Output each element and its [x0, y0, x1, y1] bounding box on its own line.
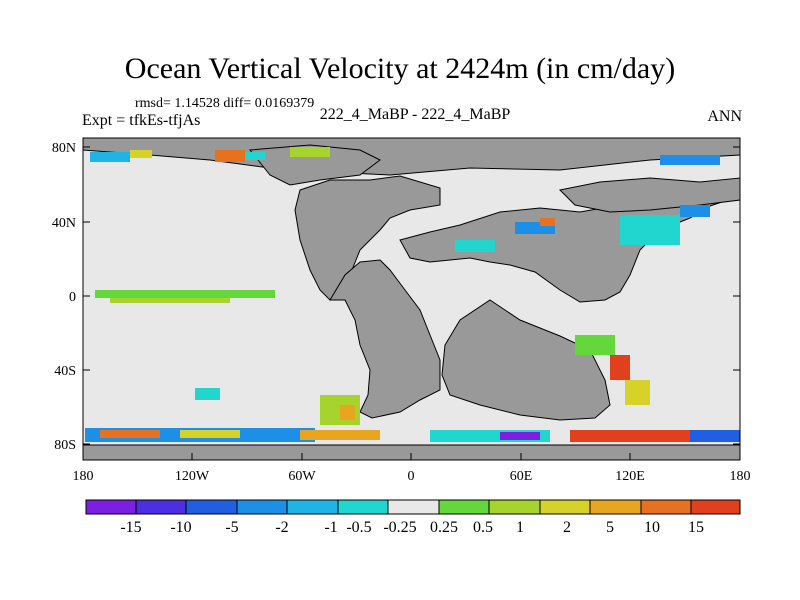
patch-southern-3 — [180, 430, 240, 438]
lon-tick-60e: 60E — [510, 469, 533, 484]
lat-tick-80s: 80S — [54, 438, 76, 453]
patch-indian-3 — [625, 380, 650, 405]
greenland-land — [249, 144, 381, 186]
patch-equator-1 — [95, 290, 275, 298]
colorbar-box-10 — [539, 499, 591, 515]
americas-land — [329, 259, 441, 419]
experiment-label: Expt = tfkEs-tfjAs — [82, 112, 201, 129]
colorbar: -15 -10 -5 -2 -1 -0.5 -0.25 0.25 0.5 1 2… — [85, 499, 741, 536]
colorbar-box-12 — [640, 499, 692, 515]
patch-southern-8 — [690, 430, 740, 442]
colorbar-label-7: -0.25 — [383, 519, 416, 536]
patch-southern-6 — [500, 432, 540, 440]
map-title: Ocean Vertical Velocity at 2424m (in cm/… — [124, 52, 676, 85]
colorbar-label-4: -2 — [275, 519, 288, 536]
lat-tick-40n: 40N — [52, 216, 76, 231]
colorbar-label-2: -10 — [170, 519, 191, 536]
lon-tick-0: 0 — [408, 469, 415, 484]
lon-tick-180e: 180 — [730, 469, 751, 484]
land-masses — [82, 137, 741, 461]
colorbar-box-6 — [337, 499, 389, 515]
lat-tick-0: 0 — [69, 290, 76, 305]
colorbar-label-11: 2 — [563, 519, 571, 536]
colorbar-box-13 — [690, 499, 741, 515]
patch-southern-2 — [100, 430, 160, 438]
patch-northatl-3 — [540, 218, 555, 226]
patch-arctic-2 — [130, 150, 152, 158]
latitude-axis — [83, 146, 740, 445]
velocity-patches — [85, 147, 740, 442]
patch-arctic-6 — [660, 155, 720, 165]
patch-pacific-1 — [620, 215, 680, 245]
patch-south-pacific — [195, 388, 220, 400]
patch-arctic-3 — [215, 150, 245, 162]
colorbar-label-3: -5 — [225, 519, 238, 536]
colorbar-box-7 — [387, 499, 440, 515]
patch-southern-7 — [570, 430, 690, 442]
colorbar-box-5 — [286, 499, 339, 515]
case-label: 222_4_MaBP - 222_4_MaBP — [319, 106, 511, 123]
patch-indian-2 — [610, 355, 630, 380]
patch-indian-1 — [575, 335, 615, 355]
map-panel: 80N 40N 0 40S 80S 180 120W 60W 0 60E 120… — [52, 137, 751, 484]
patch-southern-4 — [300, 430, 380, 440]
colorbar-label-14: 15 — [688, 519, 704, 536]
colorbar-label-5: -1 — [324, 519, 337, 536]
patch-southatl-2 — [340, 405, 355, 420]
patch-arctic-4 — [245, 152, 265, 160]
colorbar-box-4 — [236, 499, 288, 515]
colorbar-label-8: 0.25 — [430, 519, 458, 536]
lat-tick-40s: 40S — [54, 364, 76, 379]
colorbar-box-9 — [488, 499, 541, 515]
colorbar-label-10: 1 — [516, 519, 524, 536]
patch-equator-2 — [110, 298, 230, 303]
lon-tick-120w: 120W — [175, 469, 210, 484]
colorbar-label-6: -0.5 — [346, 519, 371, 536]
north-america-land — [294, 175, 441, 301]
colorbar-label-1: -15 — [120, 519, 141, 536]
patch-arctic-1 — [90, 152, 130, 162]
stats-label: rmsd= 1.14528 diff= 0.0169379 — [135, 96, 315, 111]
colorbar-box-1 — [85, 499, 137, 515]
season-label: ANN — [707, 108, 742, 125]
lon-tick-60w: 60W — [288, 469, 316, 484]
longitude-axis — [82, 453, 741, 460]
colorbar-label-9: 0.5 — [473, 519, 493, 536]
africa-south-land — [441, 299, 611, 421]
patch-arctic-5 — [290, 147, 330, 157]
colorbar-label-13: 10 — [644, 519, 660, 536]
patch-pacific-2 — [680, 205, 710, 217]
lon-tick-180w: 180 — [73, 469, 94, 484]
lon-tick-120e: 120E — [615, 469, 645, 484]
lat-tick-80n: 80N — [52, 141, 76, 156]
colorbar-box-2 — [135, 499, 187, 515]
colorbar-box-8 — [438, 499, 490, 515]
colorbar-box-11 — [589, 499, 642, 515]
colorbar-box-3 — [185, 499, 238, 515]
patch-northatl-1 — [455, 240, 495, 252]
colorbar-label-12: 5 — [606, 519, 614, 536]
